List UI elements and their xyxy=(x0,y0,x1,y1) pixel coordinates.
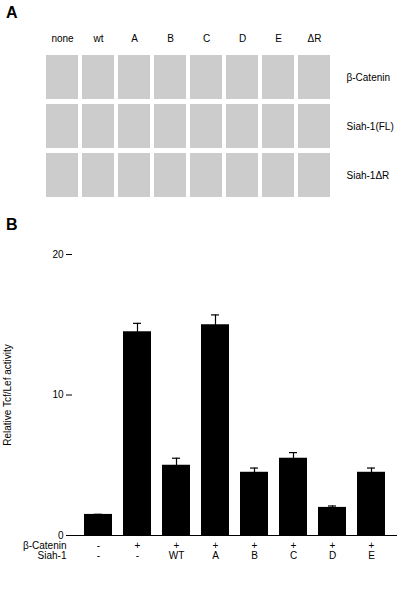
svg-text:E: E xyxy=(275,33,282,44)
html-text:B: B xyxy=(6,216,18,233)
svg-text:+E: +E xyxy=(368,540,375,561)
svg-text:B: B xyxy=(167,33,174,44)
svg-text:0: 0 xyxy=(57,529,64,541)
svg-text:Siah-1ΔR: Siah-1ΔR xyxy=(347,170,390,181)
svg-text:--: -- xyxy=(97,540,100,561)
html-text:A: A xyxy=(6,4,18,21)
svg-text:Relative Tcf/Lef activity: Relative Tcf/Lef activity xyxy=(2,344,13,446)
svg-text:β-CateninSiah-1: β-CateninSiah-1 xyxy=(23,540,67,561)
svg-text:ΔR: ΔR xyxy=(308,33,322,44)
svg-text:A: A xyxy=(131,33,138,44)
svg-text:D: D xyxy=(239,33,246,44)
svg-text:+D: +D xyxy=(329,540,336,561)
svg-text:none: none xyxy=(51,33,74,44)
svg-text:+WT: +WT xyxy=(169,540,185,561)
svg-text:10: 10 xyxy=(52,389,64,400)
svg-text:wt: wt xyxy=(93,33,104,44)
svg-text:+C: +C xyxy=(290,540,297,561)
svg-text:Siah-1(FL): Siah-1(FL) xyxy=(347,121,394,132)
svg-text:C: C xyxy=(203,33,210,44)
svg-text:20: 20 xyxy=(52,249,64,260)
svg-text:+B: +B xyxy=(251,540,258,561)
svg-text:β-Catenin: β-Catenin xyxy=(347,72,391,83)
svg-text:+A: +A xyxy=(212,540,219,561)
svg-text:+-: +- xyxy=(135,540,141,561)
